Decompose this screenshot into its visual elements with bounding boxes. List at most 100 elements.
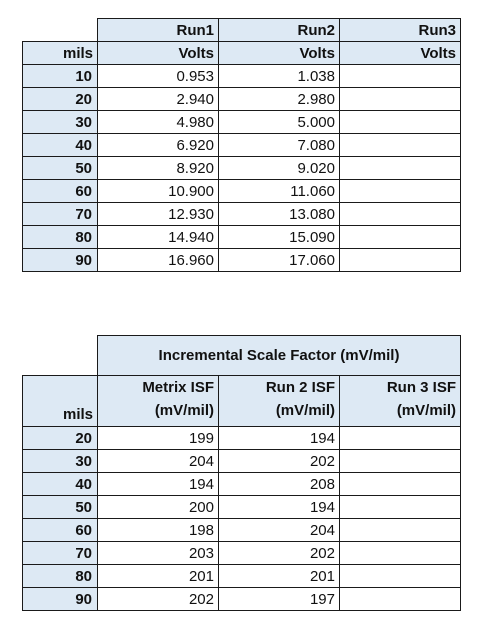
data-cell [339,495,461,519]
data-cell: 199 [97,426,219,450]
data-cell: 203 [97,541,219,565]
data-cell: 14.940 [97,225,219,249]
data-cell: 200 [97,495,219,519]
column-header-line2: (mV/mil) [154,402,214,419]
row-header-cell: 50 [22,156,98,180]
data-cell: 202 [97,587,219,611]
data-cell: 201 [218,564,340,588]
table-row: 20 2.940 2.980 [22,87,461,111]
column-header-line1: Run 3 ISF [386,379,456,396]
column-header-line1: Metrix ISF [142,379,214,396]
isf-table-body: 20 199 194 30 204 202 40 194 208 50 200 194 60 198 204… [22,426,461,611]
table-row: 30 204 202 [22,449,461,473]
column-header-metrix-isf: Metrix ISF (mV/mil) [97,375,219,427]
row-header-cell: 50 [22,495,98,519]
corner-blank [23,19,98,42]
data-cell [339,518,461,542]
isf-table-title: Incremental Scale Factor (mV/mil) [97,335,461,376]
data-cell [339,87,461,111]
table-row: 80 201 201 [22,564,461,588]
data-cell: 1.038 [218,64,340,88]
column-header-run2-isf: Run 2 ISF (mV/mil) [218,375,340,427]
data-cell: 194 [218,426,340,450]
table-row: 70 203 202 [22,541,461,565]
data-cell: 202 [218,449,340,473]
data-cell [339,110,461,134]
column-header-line2: (mV/mil) [396,402,456,419]
column-header-run2: Run2 [218,18,340,42]
row-header-cell: 80 [22,564,98,588]
table-row: 70 12.930 13.080 [22,202,461,226]
data-cell: 7.080 [218,133,340,157]
row-header-cell: 90 [22,587,98,611]
data-cell [339,133,461,157]
data-cell [339,541,461,565]
table-row: 90 16.960 17.060 [22,248,461,272]
data-cell: 2.980 [218,87,340,111]
data-cell: 201 [97,564,219,588]
table-row: 40 6.920 7.080 [22,133,461,157]
run-header-row: Run1 Run2 Run3 [23,18,461,42]
data-cell: 9.020 [218,156,340,180]
row-header-cell: 80 [22,225,98,249]
row-header-cell: 40 [22,472,98,496]
table-row: 60 10.900 11.060 [22,179,461,203]
table-row: 90 202 197 [22,587,461,611]
data-cell [339,248,461,272]
column-unit-run1: Volts [97,41,219,65]
data-cell [339,225,461,249]
row-header-label: mils [22,375,98,427]
column-header-run3-isf: Run 3 ISF (mV/mil) [339,375,461,427]
isf-table: Incremental Scale Factor (mV/mil) mils M… [22,335,461,611]
table-row: 40 194 208 [22,472,461,496]
table-row: 60 198 204 [22,518,461,542]
data-cell: 202 [218,541,340,565]
row-header-cell: 70 [22,202,98,226]
data-cell [339,179,461,203]
row-header-cell: 30 [22,449,98,473]
data-cell [339,587,461,611]
table-row: 50 8.920 9.020 [22,156,461,180]
data-cell: 204 [97,449,219,473]
data-cell: 4.980 [97,110,219,134]
unit-header-row: mils Volts Volts Volts [22,41,461,65]
table-row: 20 199 194 [22,426,461,450]
data-cell: 194 [97,472,219,496]
data-cell: 204 [218,518,340,542]
row-header-cell: 60 [22,179,98,203]
row-header-cell: 70 [22,541,98,565]
data-cell: 5.000 [218,110,340,134]
data-cell [339,64,461,88]
column-header-line1: Run 2 ISF [265,379,335,396]
data-cell: 8.920 [97,156,219,180]
data-cell: 16.960 [97,248,219,272]
table-row: 10 0.953 1.038 [22,64,461,88]
isf-header-row: mils Metrix ISF (mV/mil) Run 2 ISF (mV/m… [22,375,461,427]
row-header-cell: 40 [22,133,98,157]
data-cell: 15.090 [218,225,340,249]
column-unit-run2: Volts [218,41,340,65]
data-cell [339,564,461,588]
data-cell: 12.930 [97,202,219,226]
data-cell: 208 [218,472,340,496]
row-header-cell: 60 [22,518,98,542]
row-header-cell: 20 [22,87,98,111]
data-cell: 2.940 [97,87,219,111]
voltage-table-body: 10 0.953 1.038 20 2.940 2.980 30 4.980 5.000 40 6.… [22,64,461,272]
table-row: 30 4.980 5.000 [22,110,461,134]
data-cell: 194 [218,495,340,519]
data-cell [339,472,461,496]
data-cell [339,156,461,180]
isf-title-row: Incremental Scale Factor (mV/mil) [23,335,461,376]
column-header-run1: Run1 [97,18,219,42]
table-row: 80 14.940 15.090 [22,225,461,249]
data-cell: 198 [97,518,219,542]
row-header-label: mils [22,41,98,65]
row-header-cell: 90 [22,248,98,272]
corner-blank [23,336,98,376]
table-row: 50 200 194 [22,495,461,519]
data-cell: 17.060 [218,248,340,272]
row-header-cell: 20 [22,426,98,450]
data-cell [339,426,461,450]
column-unit-run3: Volts [339,41,461,65]
